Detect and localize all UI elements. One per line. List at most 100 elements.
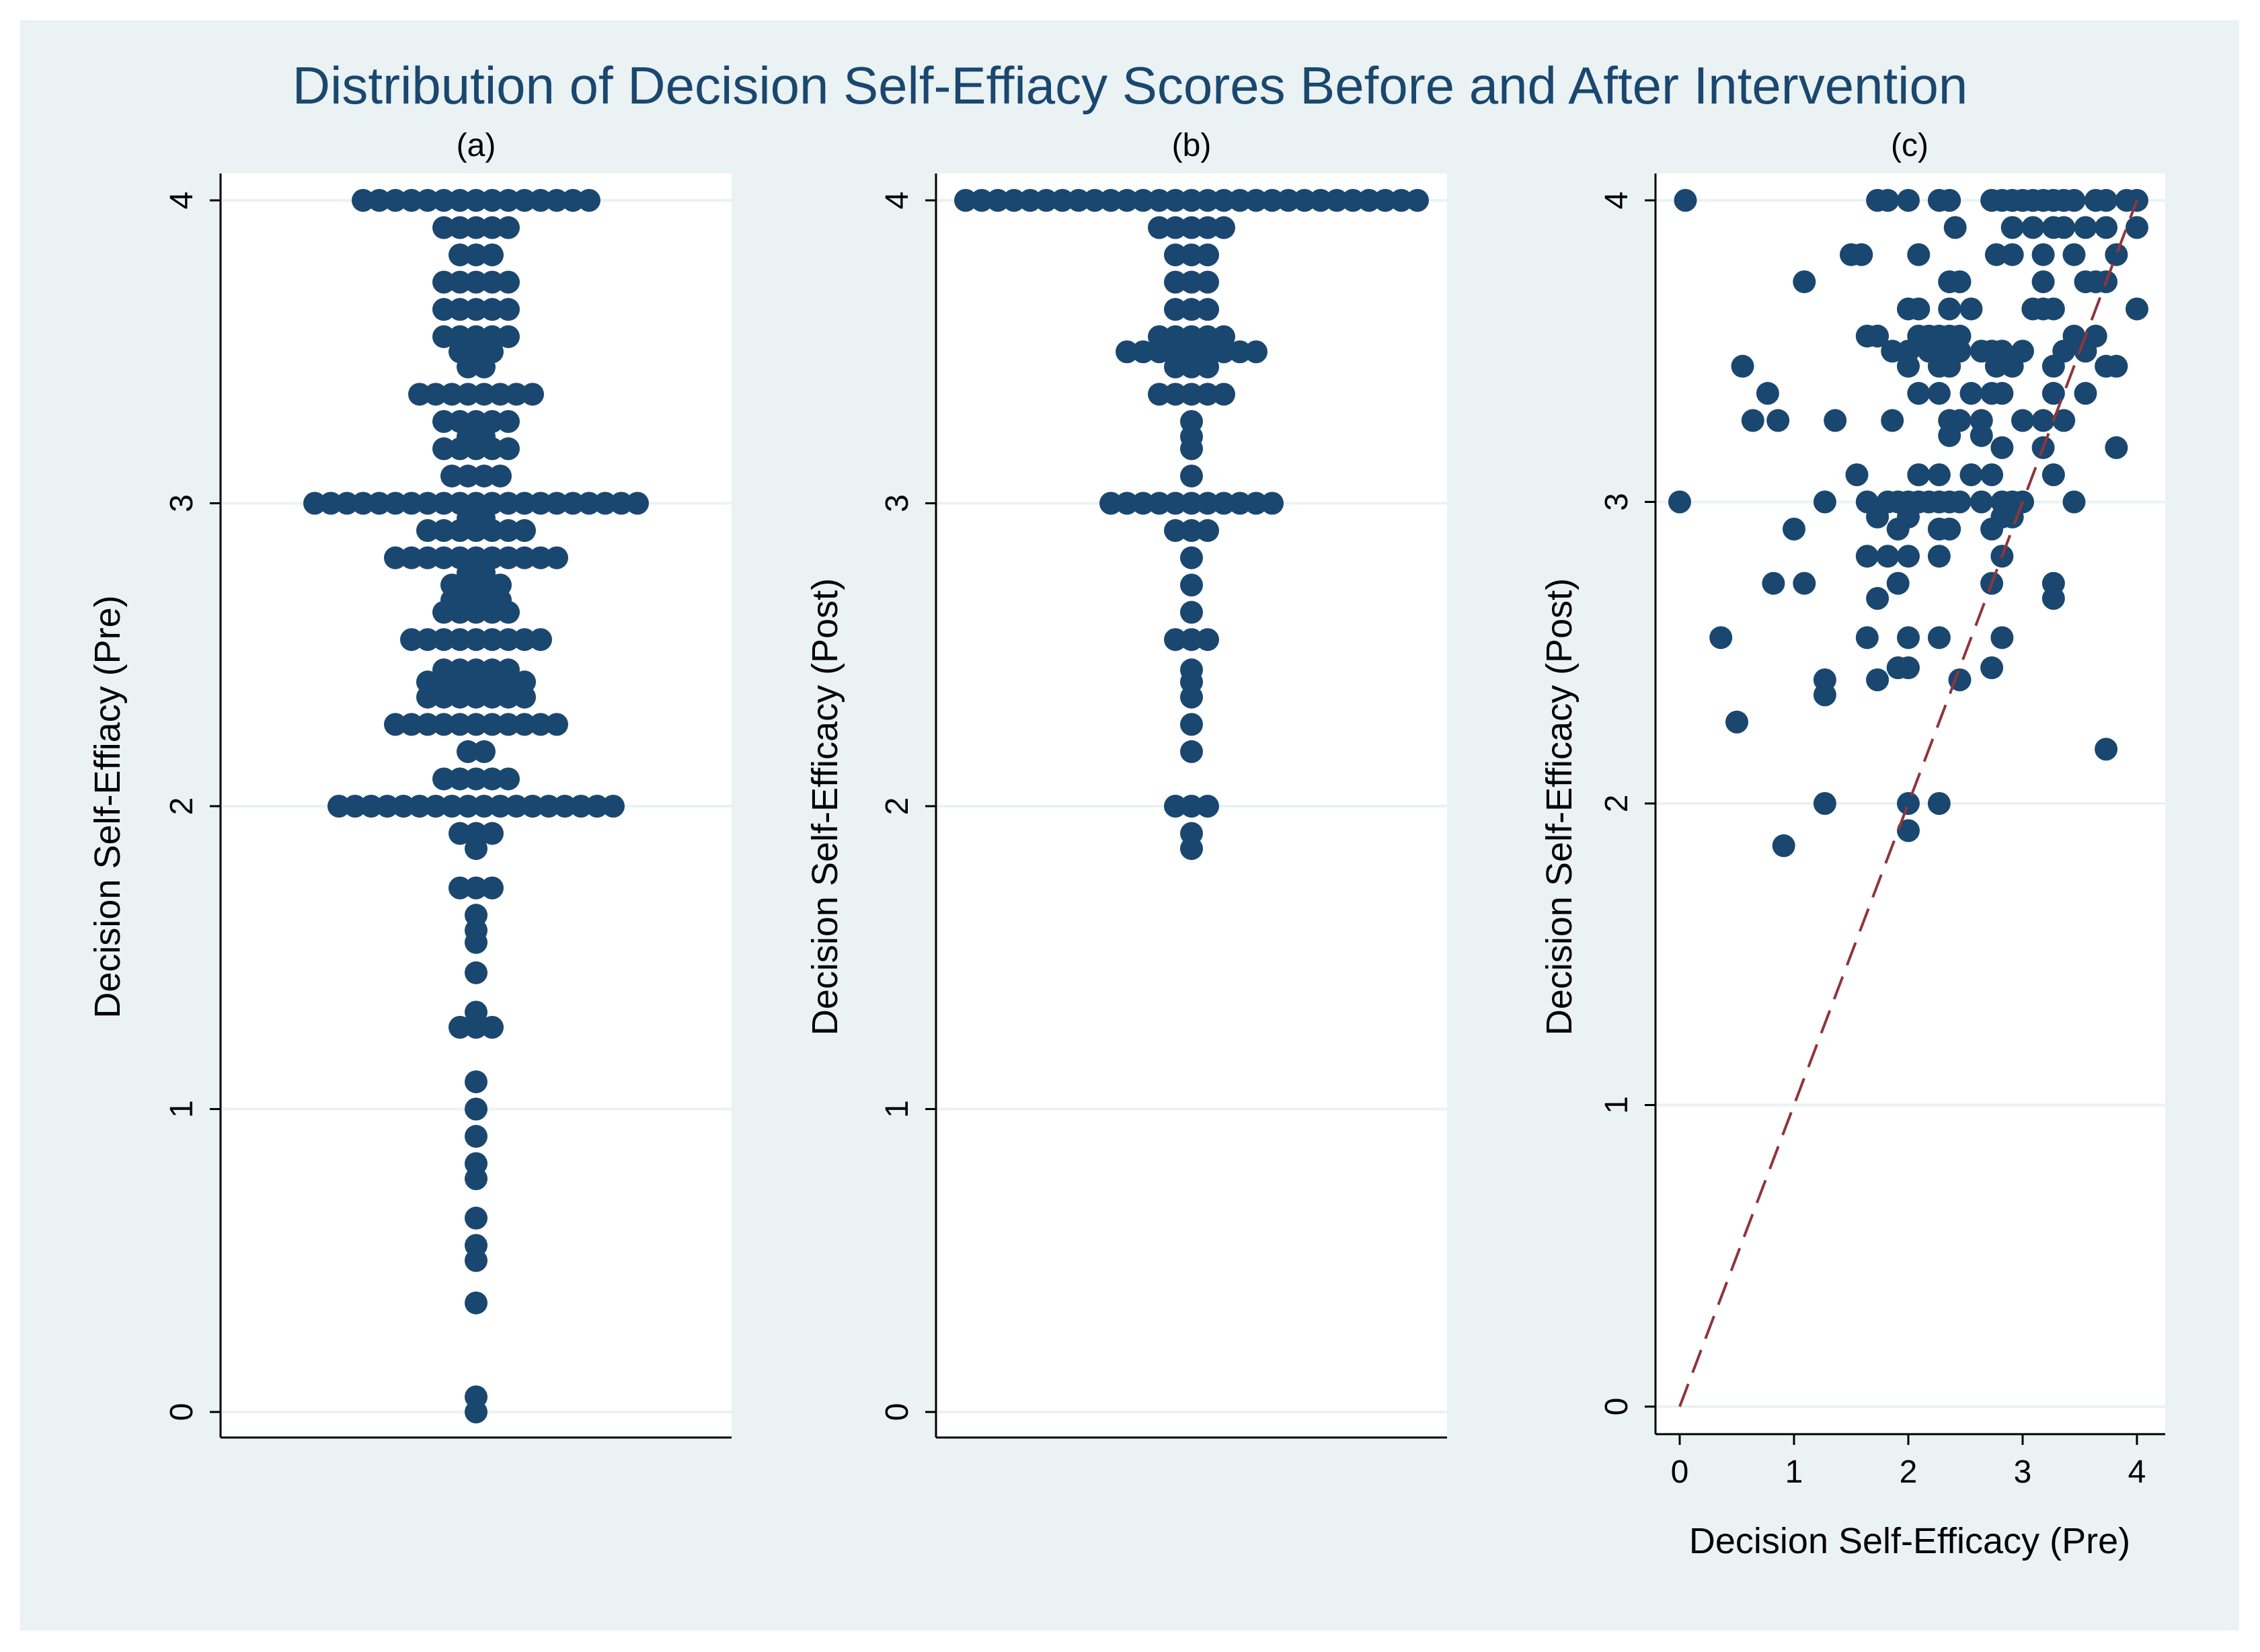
data-point-b [1374,189,1397,212]
data-point-a [513,628,536,652]
data-point-b [1083,189,1106,212]
data-point-a [497,270,520,294]
data-point-a [449,270,471,294]
data-point-c [1938,354,1961,378]
data-point-c [1980,463,2004,487]
data-point-a [465,1097,488,1121]
data-point-b [1148,383,1171,406]
data-point-a [586,795,609,818]
data-point-a [594,491,617,515]
data-point-a [481,713,504,736]
data-point-b [1196,243,1219,267]
data-point-b [1390,189,1413,212]
data-point-c [1907,297,1931,321]
data-point-c [1881,340,1904,363]
data-point-b [1148,491,1171,515]
data-point-b [1116,340,1138,364]
data-point-a [481,1015,504,1039]
data-point-b [1180,795,1203,818]
data-point-a [465,685,488,709]
data-point-b [1309,189,1332,212]
x-tick-label-c: 2 [1900,1454,1918,1490]
data-point-a [400,546,423,569]
data-point-a [449,628,471,652]
data-point-b [970,189,993,212]
data-point-a [513,713,536,736]
y-tick-label-c: 0 [1599,1398,1635,1416]
data-point-a [481,216,504,239]
data-point-a [400,189,423,212]
data-point-b [1180,189,1203,212]
data-point-a [432,437,455,461]
data-point-a [424,795,447,818]
data-point-a [561,491,584,515]
data-point-a [481,298,504,321]
data-point-a [440,383,463,406]
data-point-a [384,491,407,515]
data-point-b [1164,795,1187,818]
data-point-a [465,298,488,321]
data-point-c [1897,545,1920,568]
data-point-a [513,519,536,543]
data-point-c [1948,490,1972,514]
data-point-a [432,325,455,348]
data-point-a [521,795,544,818]
data-point-c [1741,409,1764,432]
data-point-a [545,546,568,569]
data-point-a [481,243,504,267]
data-point-a [489,795,512,818]
data-point-a [465,713,488,736]
data-point-c [2074,340,2097,363]
data-point-a [513,685,536,709]
data-point-c [1866,505,1889,528]
data-point-a [497,216,520,239]
data-point-a [497,600,520,624]
data-point-a [497,409,520,433]
data-point-b [1180,383,1203,406]
data-point-b [1196,491,1219,515]
data-point-b [1099,189,1122,212]
data-point-a [368,491,391,515]
data-point-b [1035,189,1058,212]
data-point-a [400,628,423,652]
data-point-c [1927,792,1951,815]
data-point-c [1772,834,1795,857]
data-point-b [1406,189,1429,212]
data-point-a [465,437,488,461]
data-point-c [2105,436,2128,459]
data-point-c [2031,270,2055,294]
data-point-a [513,546,536,569]
data-point-a [384,546,407,569]
data-point-a [465,1167,488,1191]
y-tick-label-a: 1 [164,1100,200,1118]
y-tick-label-b: 0 [880,1403,915,1421]
data-point-c [1938,297,1961,321]
data-point-c [1990,436,2014,459]
data-point-b [1325,189,1348,212]
reference-line-c [1678,200,2138,1407]
data-point-b [1164,519,1187,543]
data-point-a [432,546,455,569]
data-point-b [1212,383,1235,406]
data-point-a [400,713,423,736]
data-point-c [1959,382,1983,405]
data-point-c [1886,572,1910,595]
data-point-a [529,546,552,569]
data-point-a [529,189,552,212]
y-tick-label-a: 3 [164,494,200,512]
data-point-c [2062,189,2086,212]
y-tick-label-c: 2 [1599,795,1635,813]
data-point-b [1164,628,1187,652]
data-point-c [1813,683,1836,707]
data-point-a [392,795,415,818]
data-point-a [473,383,496,406]
data-point-c [2095,216,2118,239]
data-point-b [1164,491,1187,515]
data-point-a [432,216,455,239]
data-point-a [319,491,342,515]
data-point-b [1180,837,1203,861]
data-point-a [449,437,471,461]
data-point-c [1927,545,1951,568]
data-point-b [1003,189,1025,212]
data-point-a [416,685,439,709]
